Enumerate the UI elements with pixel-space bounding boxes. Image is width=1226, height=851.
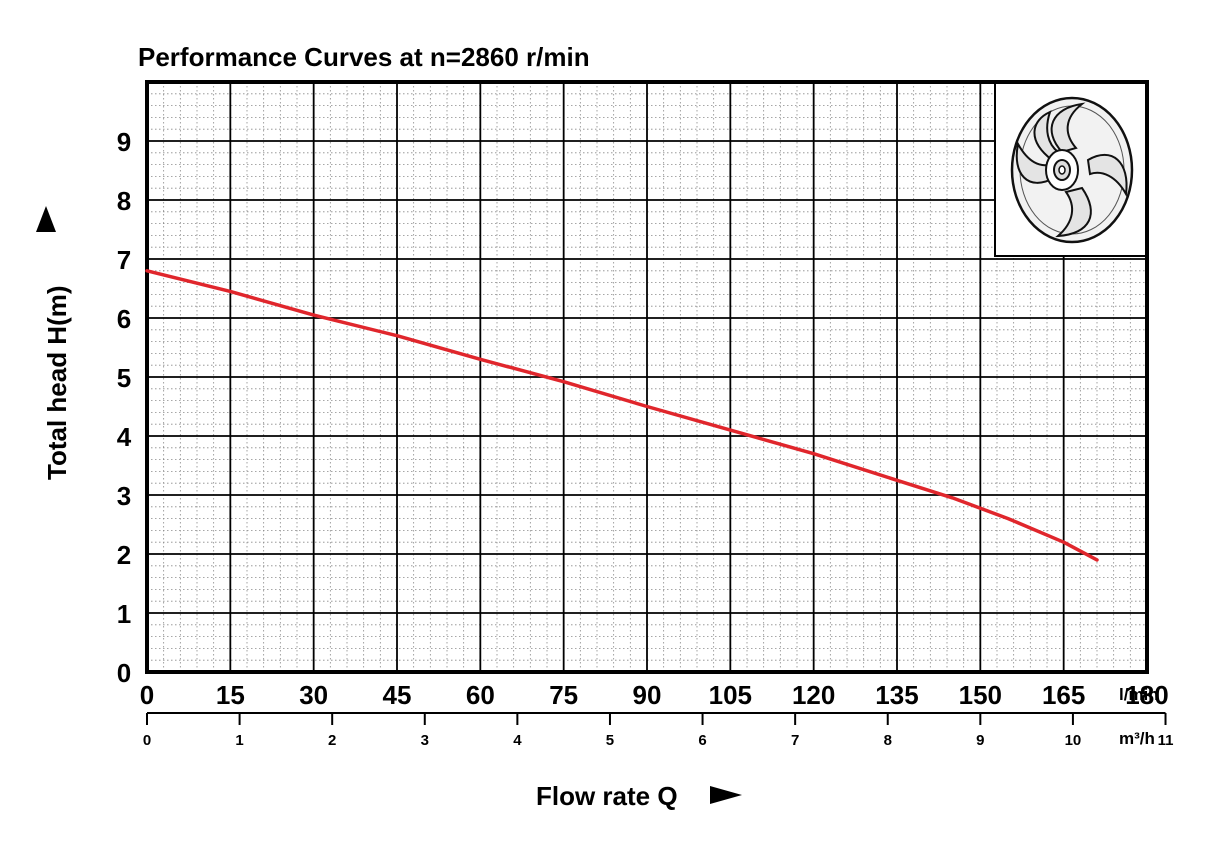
x-tick-label-m3h: 1 (235, 732, 243, 749)
x-tick-label-lmin: 45 (383, 680, 412, 710)
x-tick-label-m3h: 8 (884, 732, 892, 749)
y-tick-label: 5 (117, 363, 131, 393)
y-axis-label: Total head H(m) (42, 285, 72, 480)
x-axis-arrow-icon (710, 786, 742, 804)
chart-title: Performance Curves at n=2860 r/min (138, 42, 590, 72)
major-grid (147, 82, 1147, 672)
x-tick-label-m3h: 0 (143, 732, 151, 749)
impeller-icon (1010, 96, 1134, 244)
x-tick-label-lmin: 15 (216, 680, 245, 710)
x-tick-label-m3h: 11 (1158, 732, 1174, 749)
x-unit-m3h: m³/h (1119, 729, 1155, 748)
x-tick-label-lmin: 165 (1042, 680, 1085, 710)
x-tick-label-lmin: 180 (1125, 680, 1168, 710)
x-tick-label-m3h: 3 (421, 732, 429, 749)
x-tick-label-lmin: 0 (140, 680, 154, 710)
plot-frame (145, 80, 1149, 674)
secondary-x-axis: 0 1 2 3 4 5 6 7 8 9 10 11 (143, 712, 1174, 749)
y-tick-label: 1 (117, 599, 131, 629)
x-axis-label: Flow rate Q (536, 781, 678, 811)
x-tick-label-lmin: 75 (549, 680, 578, 710)
head-curve (145, 269, 1099, 562)
y-axis-label-group: Total head H(m) (42, 285, 72, 480)
x-tick-label-lmin: 135 (875, 680, 918, 710)
x-tick-label-lmin: 30 (299, 680, 328, 710)
x-tick-label-lmin: 120 (792, 680, 835, 710)
x-tick-label-m3h: 2 (328, 732, 336, 749)
x-tick-label-lmin: 90 (633, 680, 662, 710)
y-axis-arrow-icon (36, 206, 56, 232)
y-tick-label: 9 (117, 127, 131, 157)
x-tick-label-m3h: 6 (698, 732, 706, 749)
y-tick-label: 2 (117, 540, 131, 570)
y-tick-label: 6 (117, 304, 131, 334)
y-tick-label: 3 (117, 481, 131, 511)
x-tick-label-m3h: 5 (606, 732, 614, 749)
y-tick-label: 4 (117, 422, 132, 452)
y-tick-label: 7 (117, 245, 131, 275)
x-tick-label-lmin: 105 (709, 680, 752, 710)
x-tick-label-m3h: 9 (976, 732, 984, 749)
x-tick-label-lmin: 150 (959, 680, 1002, 710)
y-tick-label: 0 (117, 658, 131, 688)
y-tick-label: 8 (117, 186, 131, 216)
curve-layer (145, 269, 1099, 562)
x-unit-lmin: l/min (1119, 685, 1159, 704)
y-tick-labels: 0 1 2 3 4 5 6 7 8 9 (117, 127, 132, 688)
x-tick-label-m3h: 10 (1065, 732, 1082, 749)
x-tick-label-m3h: 7 (791, 732, 799, 749)
x-tick-label-lmin: 60 (466, 680, 495, 710)
x-tick-labels-lmin: 0 15 30 45 60 75 90 105 120 135 150 165 180 (140, 680, 1169, 710)
impeller-inset (994, 81, 1148, 257)
x-tick-label-m3h: 4 (513, 732, 522, 749)
